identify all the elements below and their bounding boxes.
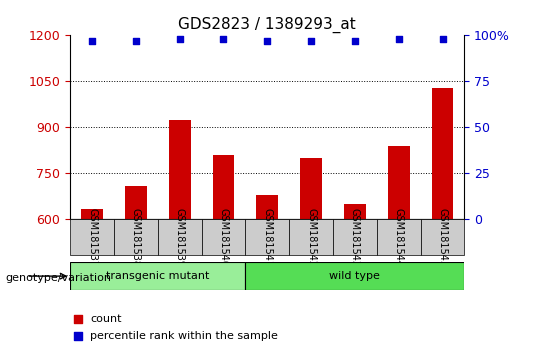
FancyBboxPatch shape [114, 219, 158, 255]
FancyBboxPatch shape [333, 219, 377, 255]
Bar [168, 120, 191, 219]
Text: percentile rank within the sample: percentile rank within the sample [90, 331, 278, 341]
Bar [125, 186, 147, 219]
Bar [256, 195, 278, 219]
Text: count: count [90, 314, 122, 324]
FancyBboxPatch shape [245, 262, 464, 290]
Bar [213, 155, 234, 219]
Point [88, 38, 97, 44]
Bar [431, 87, 454, 219]
Bar [344, 204, 366, 219]
Title: GDS2823 / 1389293_at: GDS2823 / 1389293_at [178, 16, 356, 33]
Point [263, 38, 272, 44]
Text: GSM181539: GSM181539 [175, 208, 185, 267]
Text: GSM181541: GSM181541 [262, 208, 272, 267]
Bar [300, 158, 322, 219]
FancyBboxPatch shape [158, 219, 201, 255]
Text: genotype/variation: genotype/variation [5, 273, 111, 283]
Point [219, 36, 228, 42]
Bar [388, 146, 410, 219]
Text: GSM181545: GSM181545 [437, 207, 448, 267]
Point [350, 38, 359, 44]
Text: GSM181542: GSM181542 [306, 207, 316, 267]
Text: GSM181537: GSM181537 [87, 207, 97, 267]
Text: GSM181540: GSM181540 [219, 208, 228, 267]
Point [335, 72, 343, 78]
Point [438, 36, 447, 42]
Text: GSM181543: GSM181543 [350, 208, 360, 267]
FancyBboxPatch shape [201, 219, 245, 255]
FancyBboxPatch shape [421, 219, 464, 255]
Point [132, 38, 140, 44]
Point [176, 36, 184, 42]
Text: wild type: wild type [329, 271, 380, 281]
Text: GSM181544: GSM181544 [394, 208, 404, 267]
FancyBboxPatch shape [70, 219, 114, 255]
Text: transgenic mutant: transgenic mutant [106, 271, 210, 281]
Bar [81, 209, 103, 219]
Point [335, 226, 343, 232]
FancyBboxPatch shape [245, 219, 289, 255]
Point [394, 36, 403, 42]
Text: GSM181538: GSM181538 [131, 208, 141, 267]
Point [307, 38, 315, 44]
FancyBboxPatch shape [377, 219, 421, 255]
FancyBboxPatch shape [289, 219, 333, 255]
FancyBboxPatch shape [70, 262, 245, 290]
